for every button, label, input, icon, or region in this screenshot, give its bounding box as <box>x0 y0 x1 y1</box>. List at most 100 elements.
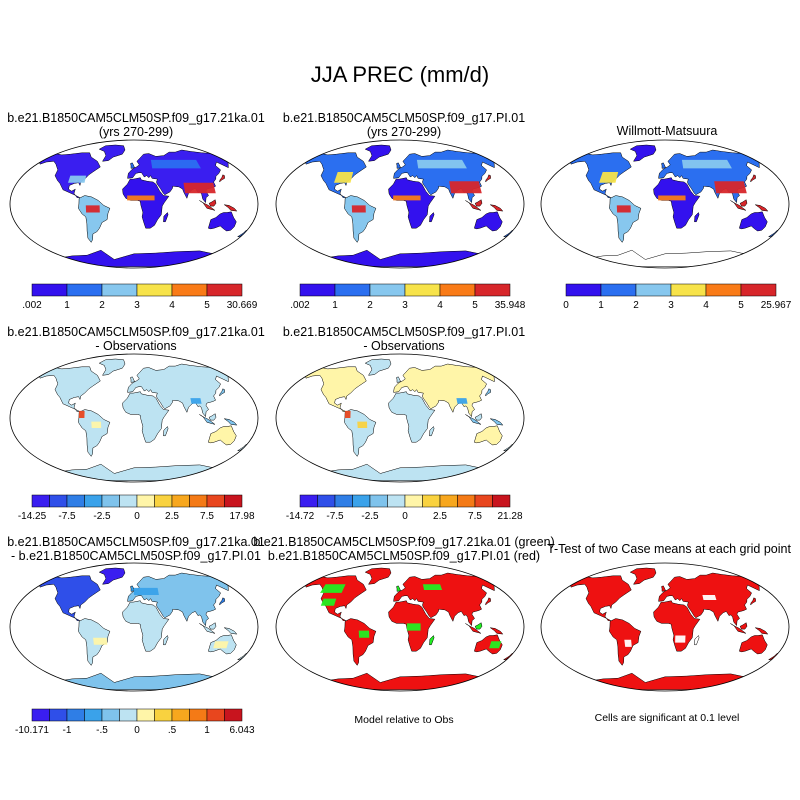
colorbar-swatch <box>439 283 476 297</box>
colorbar-tick-label: -2.5 <box>361 511 379 522</box>
map-panel-pi-minus-obs <box>275 353 525 483</box>
land-borneo <box>208 622 217 630</box>
colorbar-swatch <box>31 708 50 722</box>
data-region <box>456 398 468 404</box>
colorbar-swatch <box>31 494 50 508</box>
land-borneo <box>474 199 483 207</box>
panel-title: b.e21.B1850CAM5CLM50SP.f09_g17.21ka.01 (… <box>248 535 560 563</box>
colorbar-tick-label: 21.28 <box>497 511 522 522</box>
land-newGuinea <box>224 418 238 426</box>
colorbar-tick-label: 1 <box>204 725 210 736</box>
colorbar-pi-minus-obs: -14.72 -7.5 -2.5 0 2.5 7.5 21.28 <box>286 494 523 522</box>
land-japan <box>219 388 225 397</box>
colorbar-swatch <box>119 494 138 508</box>
land-japan <box>485 597 491 606</box>
colorbar-tick-label: -.5 <box>96 725 108 736</box>
land-northAmerica <box>570 575 632 621</box>
land-australia <box>738 211 768 232</box>
land-australia <box>473 425 503 446</box>
colorbar-tick-label: 2.5 <box>165 511 179 522</box>
land-madagascar <box>694 635 700 646</box>
data-region <box>183 182 216 194</box>
colorbar-tick-label: 30.669 <box>227 300 258 311</box>
land-southAmerica <box>344 618 377 666</box>
land-japan <box>219 174 225 183</box>
ocean-background <box>276 563 524 691</box>
data-region <box>681 159 732 169</box>
data-region <box>449 181 482 194</box>
panel-title-line1: b.e21.B1850CAM5CLM50SP.f09_g17.PI.01 <box>282 325 526 339</box>
colorbar-tick-label: 4 <box>703 300 709 311</box>
colorbar-swatch <box>189 708 208 722</box>
land-greenland <box>364 358 392 376</box>
land-japan <box>750 597 756 606</box>
land-borneo <box>474 622 483 630</box>
data-region <box>334 172 354 183</box>
land-japan <box>485 388 491 397</box>
colorbar-swatch <box>206 494 225 508</box>
land-australia <box>207 425 237 446</box>
data-region <box>127 195 155 201</box>
panel-title-line2: (yrs 270-299) <box>366 125 442 139</box>
land-greenland <box>98 358 126 376</box>
map-outline <box>540 139 790 269</box>
colorbar-swatch <box>299 494 318 508</box>
data-region <box>393 195 421 201</box>
land-madagascar <box>429 426 435 437</box>
colorbar-swatch <box>317 494 336 508</box>
data-region <box>150 159 201 169</box>
colorbar-swatch <box>49 494 68 508</box>
panel-title-line1: b.e21.B1850CAM5CLM50SP.f09_g17.PI.01 <box>282 111 526 125</box>
colorbar-swatch <box>224 708 243 722</box>
colorbar-tick-label: -2.5 <box>93 511 111 522</box>
colorbar-swatch <box>171 708 190 722</box>
colorbar-swatch <box>101 494 120 508</box>
land-indonesia <box>199 200 216 211</box>
land-africa <box>388 391 436 443</box>
colorbar-tick-label: 5 <box>472 300 478 311</box>
colorbar-tick-label: .5 <box>168 725 177 736</box>
colorbar-swatch <box>635 283 672 297</box>
colorbar-swatch <box>369 494 388 508</box>
panel-note: Cells are significant at 0.1 level <box>594 712 740 724</box>
land-madagascar <box>429 212 435 223</box>
colorbar-tick-label: 3 <box>134 300 140 311</box>
colorbar-tick-label: 0 <box>134 725 140 736</box>
colorbar-obs: 0 1 2 3 4 5 25.967 <box>563 283 792 311</box>
colorbar-tick-label: 5 <box>738 300 744 311</box>
panel-title-line1: T-Test of two Case means at each grid po… <box>547 542 791 556</box>
colorbar-swatch <box>600 283 637 297</box>
colorbar-swatch <box>136 708 155 722</box>
land-borneo <box>739 622 748 630</box>
colorbar-swatch <box>206 283 243 297</box>
colorbar-tick-label: 7.5 <box>200 511 214 522</box>
data-region <box>616 205 631 213</box>
land-indonesia <box>199 414 216 425</box>
land-britain <box>661 585 666 592</box>
data-region <box>93 637 108 645</box>
land-northAmerica <box>305 152 367 198</box>
map-panel-21ka-minus-obs <box>9 353 259 483</box>
land-britain <box>130 162 135 169</box>
panel-title-line2: - Observations <box>95 339 177 353</box>
ocean-background <box>10 563 258 691</box>
ocean-background <box>10 140 258 268</box>
panel-title-line1: b.e21.B1850CAM5CLM50SP.f09_g17.21ka.01 <box>7 325 265 339</box>
colorbar-swatch <box>154 708 173 722</box>
colorbar-swatch <box>224 494 243 508</box>
land-madagascar <box>429 635 435 646</box>
land-australia <box>473 211 503 232</box>
data-region <box>91 421 102 428</box>
map-outline <box>9 139 259 269</box>
panel-title-line1: b.e21.B1850CAM5CLM50SP.f09_g17.21ka.01 (… <box>253 535 555 549</box>
land-greenland <box>364 144 392 162</box>
land-borneo <box>208 199 217 207</box>
data-region <box>85 205 100 213</box>
land-britain <box>396 162 401 169</box>
colorbar-tick-label: 3 <box>668 300 674 311</box>
land-newGuinea <box>755 627 769 635</box>
colorbar-swatch <box>740 283 777 297</box>
colorbar-tick-label: 7.5 <box>468 511 482 522</box>
colorbar-tick-label: 3 <box>402 300 408 311</box>
land-newGuinea <box>490 204 504 212</box>
